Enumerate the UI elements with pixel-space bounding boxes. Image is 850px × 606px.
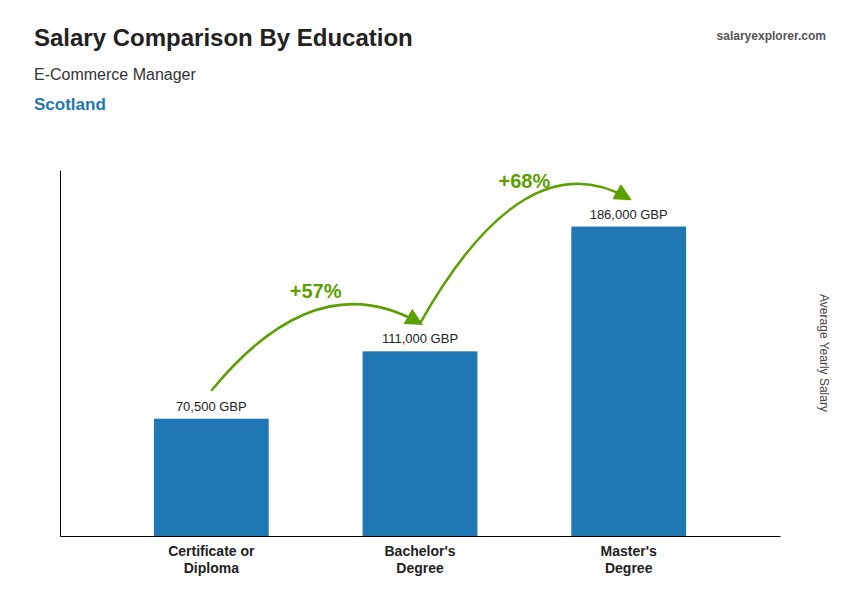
chart-svg: Salary Comparison By Education E-Commerce… [0,0,850,606]
x-tick-label-line: Degree [605,560,653,576]
data-label: 70,500 GBP [176,399,247,414]
data-label: 186,000 GBP [590,207,668,222]
annotations: +57% +68% [211,170,628,391]
x-tick-label: Certificate orDiploma [168,543,255,576]
x-tick: Bachelor'sDegree [384,543,455,576]
change-arrow [211,304,420,391]
bars [154,227,686,536]
data-labels: 70,500 GBP 111,000 GBP 186,000 GBP [176,207,668,414]
y-axis-line [60,171,61,537]
bar [363,351,478,536]
y-axis [60,171,61,537]
x-tick-label-line: Master's [601,543,657,559]
bar [154,419,269,536]
x-tick-label: Bachelor'sDegree [384,543,455,576]
location: Scotland [34,95,106,114]
x-tick: Certificate orDiploma [168,543,255,576]
plot-area: Certificate orDiplomaBachelor'sDegreeMas… [61,170,781,576]
x-tick: Master'sDegree [601,543,657,576]
title: Salary Comparison By Education [34,24,413,51]
change-arrow [420,184,629,323]
x-tick-label-line: Degree [396,560,444,576]
bar [571,227,686,536]
x-tick-label: Master'sDegree [601,543,657,576]
x-tick-label-line: Bachelor's [384,543,455,559]
watermark: salaryexplorer.com [717,29,826,43]
x-axis-line [61,536,781,537]
x-tick-label-line: Diploma [184,560,239,576]
x-tick-label-line: Certificate or [168,543,255,559]
change-label: +68% [498,170,550,192]
y-axis-title: Average Yearly Salary [817,294,831,412]
data-label: 111,000 GBP [382,331,458,346]
x-axis: Certificate orDiplomaBachelor'sDegreeMas… [61,537,781,576]
change-label: +57% [290,280,342,302]
subtitle: E-Commerce Manager [34,66,197,83]
